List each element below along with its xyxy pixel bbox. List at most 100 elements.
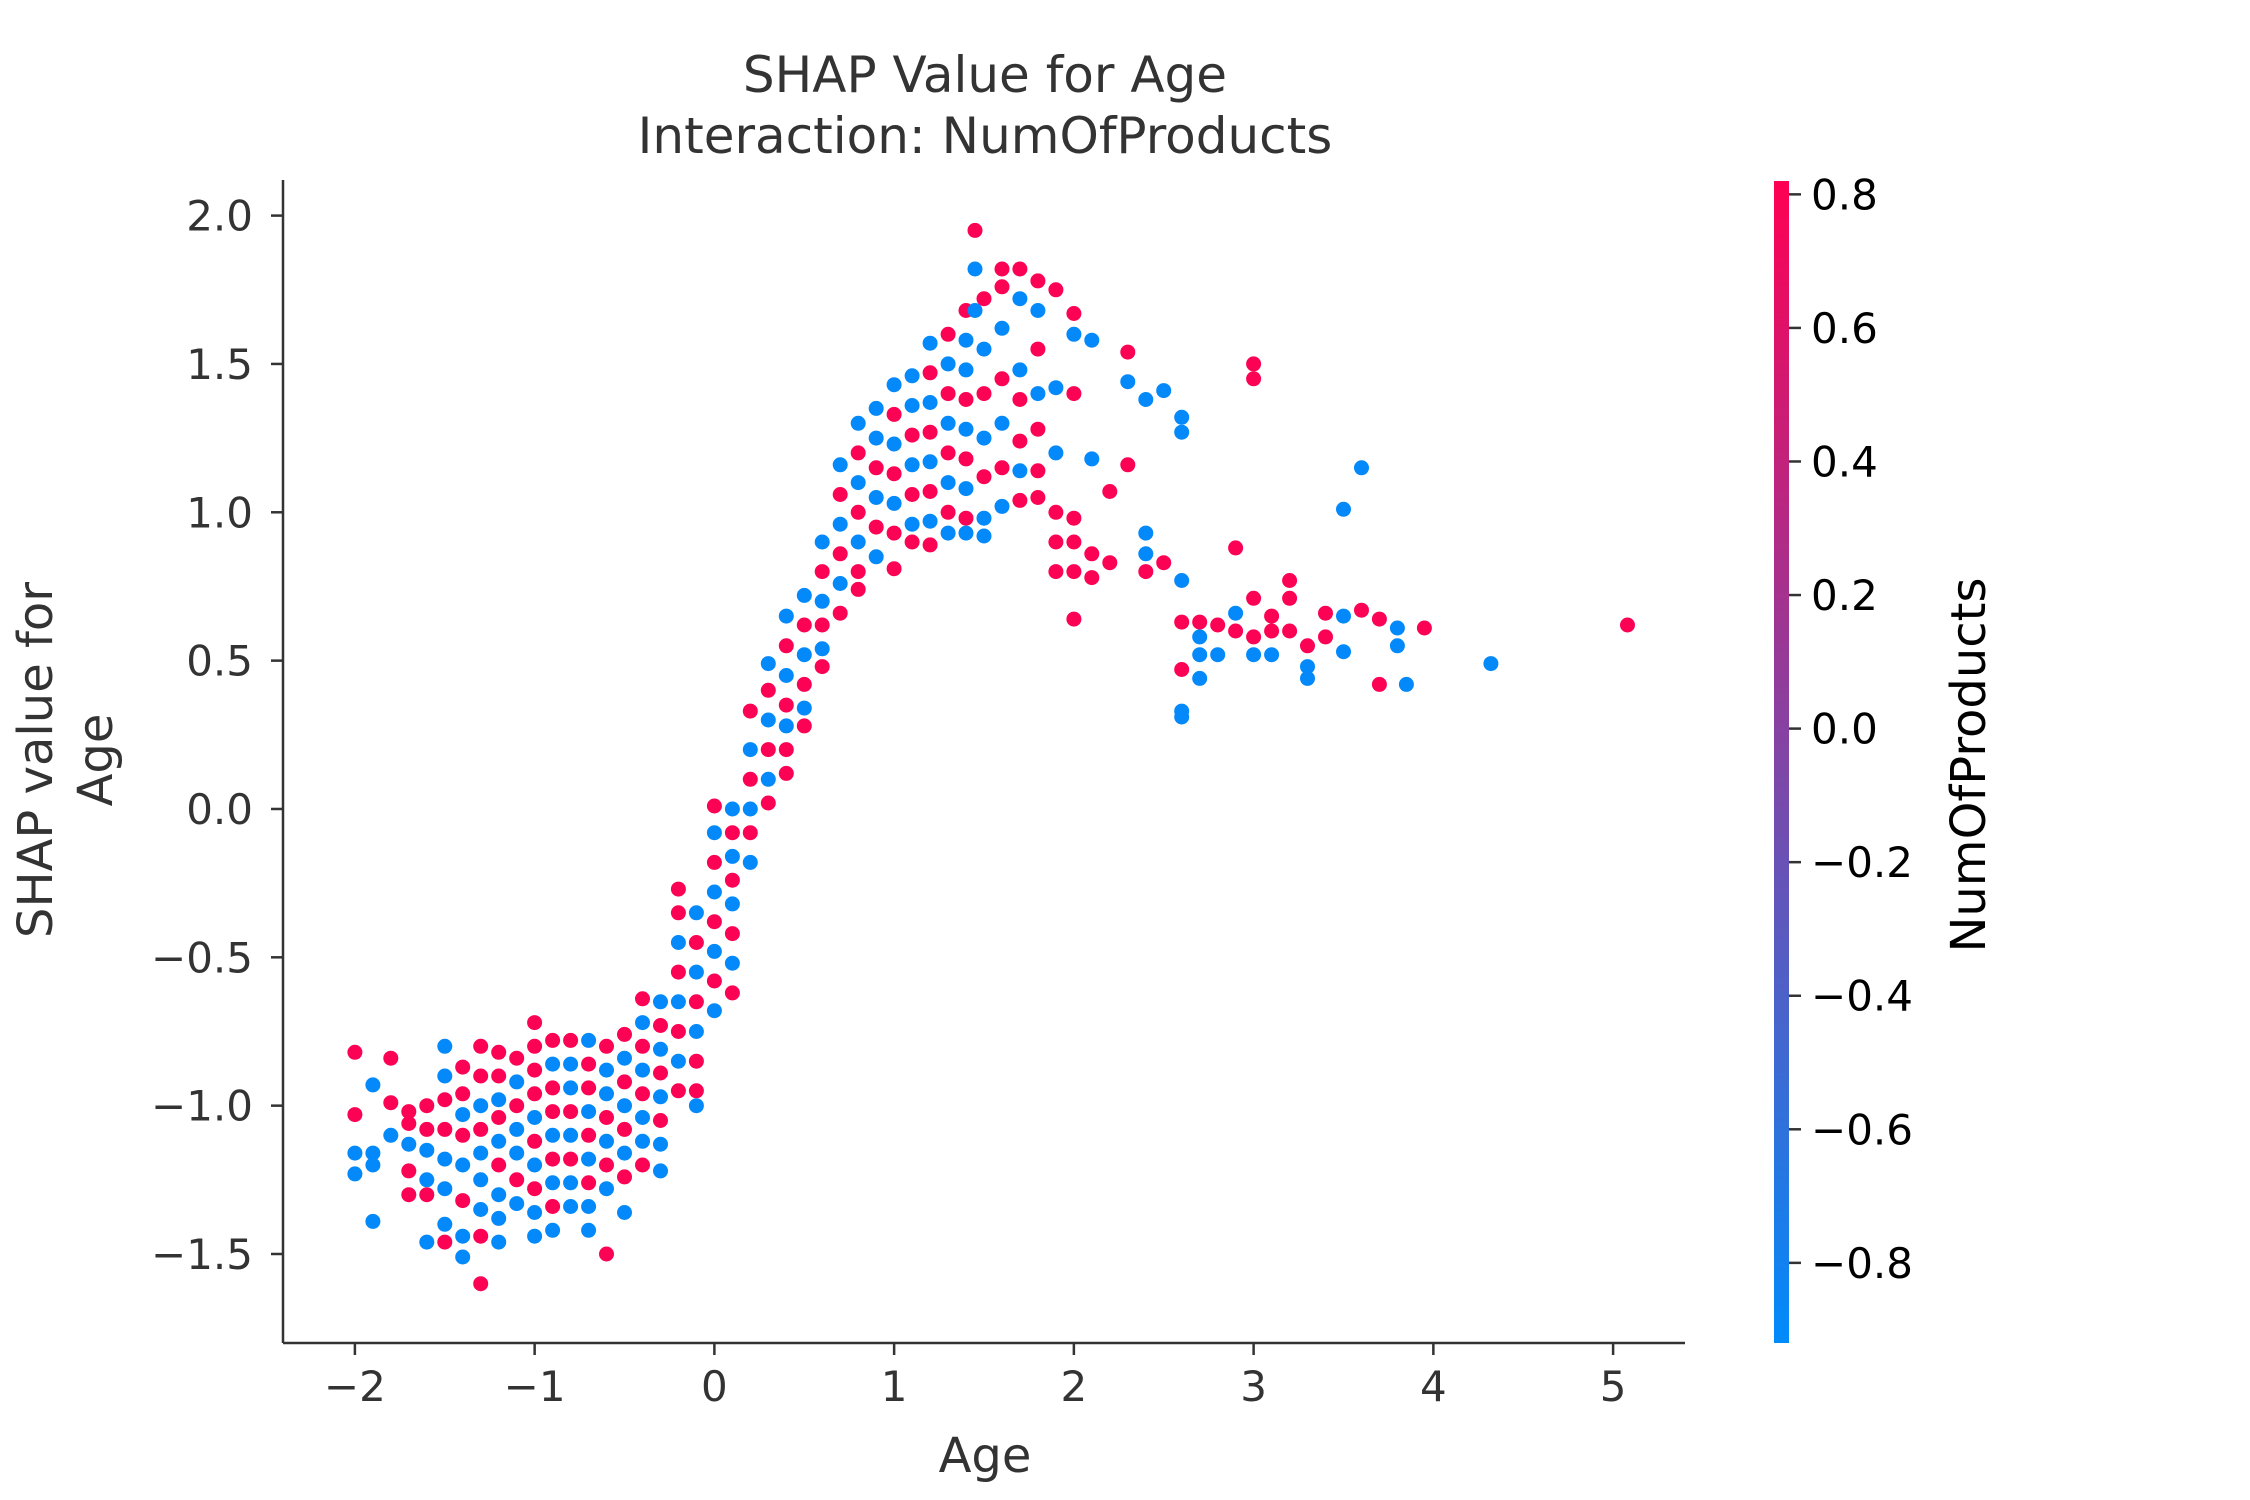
scatter-point [1120, 457, 1136, 473]
scatter-point [706, 943, 722, 959]
scatter-point [778, 697, 794, 713]
scatter-point [886, 561, 902, 577]
scatter-point [1192, 614, 1208, 630]
scatter-point [509, 1074, 525, 1090]
scatter-point [653, 1136, 668, 1152]
scatter-point [1174, 709, 1190, 725]
scatter-point [527, 1062, 543, 1078]
colorbar-label: NumOfProducts [1941, 577, 1997, 952]
scatter-point [1066, 534, 1082, 550]
scatter-point [599, 1181, 614, 1197]
scatter-point [868, 519, 884, 535]
scatter-point [419, 1098, 435, 1114]
scatter-point [994, 320, 1010, 336]
scatter-point [814, 564, 830, 580]
scatter-point [922, 335, 938, 351]
scatter-point [778, 718, 794, 734]
scatter-point [563, 1127, 579, 1143]
scatter-point [940, 415, 956, 431]
scatter-point [1066, 306, 1082, 321]
scatter-point [706, 854, 722, 870]
scatter-point [455, 1107, 471, 1123]
scatter-point [670, 1053, 686, 1069]
scatter-point [922, 454, 938, 470]
scatter-point [491, 1044, 507, 1060]
scatter-point [1012, 291, 1028, 307]
scatter-point [976, 510, 992, 526]
scatter-point [491, 1187, 507, 1203]
scatter-point [473, 1276, 489, 1292]
scatter-point [796, 587, 812, 603]
scatter-point [1264, 623, 1280, 639]
scatter-point [545, 1151, 561, 1167]
scatter-point [994, 371, 1010, 387]
colorbar-tick-label: 0.4 [1811, 437, 1878, 486]
scatter-point [832, 605, 848, 621]
scatter-point [778, 638, 794, 654]
scatter-point [814, 593, 830, 609]
chart-title-line-1: SHAP Value for Age [743, 46, 1227, 104]
scatter-point [473, 1202, 489, 1217]
scatter-point [1030, 386, 1046, 402]
scatter-point [1416, 620, 1432, 636]
scatter-point [599, 1246, 614, 1262]
scatter-point [1228, 605, 1244, 621]
scatter-point [706, 798, 722, 814]
scatter-point [670, 881, 686, 897]
scatter-point [688, 905, 704, 921]
scatter-point [1048, 380, 1064, 396]
scatter-point [796, 718, 812, 734]
scatter-point [688, 1083, 704, 1099]
scatter-point [670, 964, 686, 980]
scatter-point [527, 1181, 543, 1197]
scatter-point [1371, 676, 1387, 692]
colorbar-ticks: −0.8 −0.6 −0.4 −0.2 0.0 0.2 0.4 0.6 0.8 [1789, 170, 1913, 1288]
scatter-point [1030, 273, 1046, 289]
scatter-point [1354, 602, 1369, 618]
scatter-point [994, 498, 1010, 514]
scatter-point [581, 1222, 597, 1238]
scatter-point [706, 973, 722, 989]
scatter-point [832, 457, 848, 473]
scatter-point [455, 1127, 471, 1143]
scatter-point [365, 1213, 381, 1229]
scatter-point [1336, 644, 1351, 660]
scatter-point [922, 537, 938, 553]
scatter-point [509, 1196, 525, 1212]
scatter-point [1192, 629, 1208, 645]
scatter-point [1138, 525, 1154, 541]
x-tick-label: 2 [1061, 1362, 1088, 1411]
scatter-point [347, 1166, 363, 1182]
scatter-point [1084, 332, 1100, 348]
scatter-point [742, 742, 758, 758]
scatter-point [670, 905, 686, 921]
colorbar-tick-label: −0.4 [1811, 972, 1913, 1021]
scatter-point [653, 994, 668, 1010]
scatter-point [814, 659, 830, 675]
scatter-point [1048, 534, 1064, 550]
scatter-point [1300, 670, 1315, 686]
scatter-point [1389, 638, 1405, 654]
scatter-point [509, 1098, 525, 1114]
scatter-point [778, 765, 794, 781]
scatter-point [1048, 564, 1064, 580]
scatter-point [599, 1062, 614, 1078]
scatter-point [742, 825, 758, 841]
scatter-point [401, 1187, 417, 1203]
scatter-point [1084, 451, 1100, 467]
scatter-point [1102, 484, 1118, 499]
scatter-point [688, 935, 704, 950]
scatter-point [1246, 371, 1262, 387]
scatter-point [1048, 445, 1064, 461]
scatter-point [688, 1053, 704, 1069]
scatter-point [976, 341, 992, 357]
scatter-point [527, 1205, 543, 1220]
scatter-point [599, 1038, 614, 1054]
scatter-point [617, 1145, 632, 1161]
scatter-point [581, 1175, 597, 1191]
scatter-point [904, 516, 920, 532]
scatter-point [455, 1059, 471, 1075]
scatter-point [1300, 638, 1315, 654]
scatter-point [437, 1181, 453, 1197]
scatter-point [850, 415, 866, 431]
